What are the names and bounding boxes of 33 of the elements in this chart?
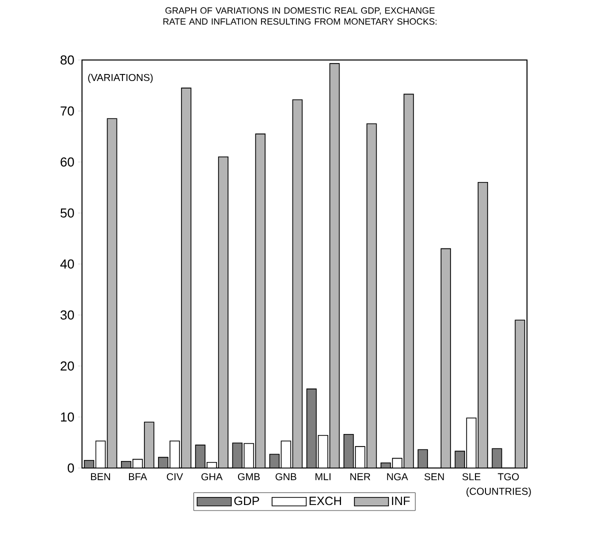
chart-title: GRAPH OF VARIATIONS IN DOMESTIC REAL GDP, EXCHANGE RATE AND INFLATION RESULTING FROM MONETARY SHOCKS: — [163, 7, 437, 25]
x-tick-label: GMB — [238, 473, 260, 480]
y-tick-label: 80 — [60, 55, 74, 65]
x-tick-label: BFA — [128, 473, 148, 480]
y-tick-label: 20 — [60, 361, 74, 371]
y-axis-title: (VARIATIONS) — [88, 74, 153, 84]
bar — [492, 448, 502, 468]
legend-label: EXCH — [310, 496, 341, 506]
y-tick-label: 0 — [68, 463, 74, 473]
bar — [106, 118, 118, 468]
x-tick-label: NGA — [387, 473, 408, 480]
y-tick-label: 50 — [60, 208, 74, 218]
y-tick-label: 40 — [60, 259, 74, 269]
x-tick-label: MLI — [316, 473, 330, 480]
x-tick-label: GHA — [201, 473, 223, 480]
x-tick-label: BEN — [91, 473, 110, 480]
bar — [306, 388, 317, 468]
y-tick-label: 70 — [60, 106, 74, 116]
bar — [514, 320, 526, 468]
legend-label: INF — [392, 496, 410, 505]
x-tick-label: TGO — [498, 473, 519, 480]
x-axis-title: (COUNTRIES) — [466, 488, 531, 497]
x-tick-label: GNB — [276, 473, 296, 480]
bar — [292, 99, 303, 468]
y-tick-label: 10 — [60, 412, 74, 422]
y-tick-label: 60 — [60, 157, 74, 167]
x-tick-label: SEN — [424, 473, 444, 480]
y-tick-label: 30 — [60, 310, 74, 320]
x-tick-label: NER — [350, 473, 370, 480]
x-tick-label: SLE — [462, 473, 480, 480]
x-tick-label: CIV — [166, 473, 184, 480]
legend-label: GDP — [234, 496, 260, 506]
bar — [329, 63, 340, 468]
